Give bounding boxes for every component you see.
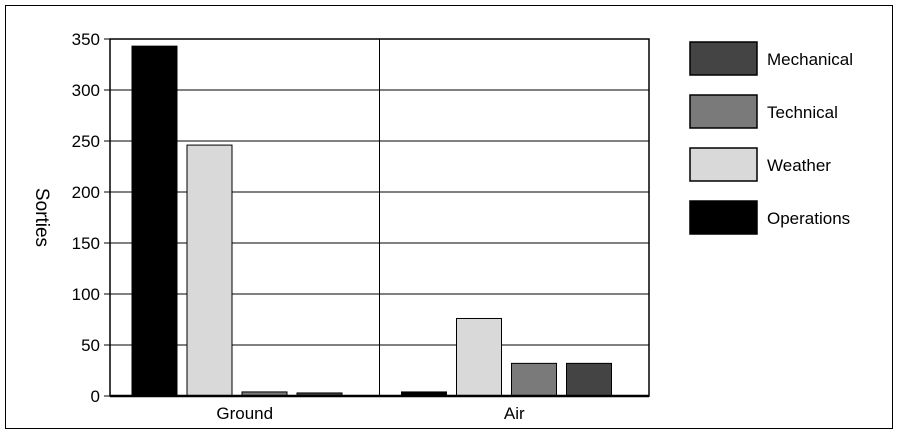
legend-swatch-technical xyxy=(689,94,758,129)
legend-label-mechanical: Mechanical xyxy=(767,50,853,69)
bar-technical-air xyxy=(511,362,557,397)
y-tick-label: 200 xyxy=(72,183,100,202)
x-tick-label: Air xyxy=(504,404,525,423)
y-tick-labels: 0 50 100 150 200 250 300 350 xyxy=(72,30,100,406)
x-tick-labels: Ground Air xyxy=(216,404,525,423)
legend-swatch-operations xyxy=(689,200,758,235)
axes xyxy=(104,38,650,398)
bar-mechanical-air xyxy=(566,362,612,397)
y-tick-label: 100 xyxy=(72,285,100,304)
y-axis-label: Sorties xyxy=(31,188,52,247)
y-tick-label: 150 xyxy=(72,234,100,253)
legend-label-weather: Weather xyxy=(767,156,831,175)
legend-label-technical: Technical xyxy=(767,103,838,122)
y-tick-label: 50 xyxy=(81,336,100,355)
bar-weather-air xyxy=(456,317,502,397)
x-tick-label: Ground xyxy=(216,404,273,423)
y-tick-label: 250 xyxy=(72,132,100,151)
bar-operations-ground xyxy=(131,45,178,397)
legend-label-operations: Operations xyxy=(767,209,850,228)
legend: Mechanical Technical Weather Operations xyxy=(689,41,853,235)
legend-swatch-weather xyxy=(689,147,758,182)
y-tick-label: 300 xyxy=(72,81,100,100)
chart-frame: 0 50 100 150 200 250 300 350 Ground Air Sorties … xyxy=(5,5,893,429)
legend-swatch-mechanical xyxy=(689,41,758,76)
bars xyxy=(131,45,612,397)
y-tick-label: 350 xyxy=(72,30,100,49)
bar-weather-ground xyxy=(186,144,233,397)
y-tick-label: 0 xyxy=(91,387,100,406)
